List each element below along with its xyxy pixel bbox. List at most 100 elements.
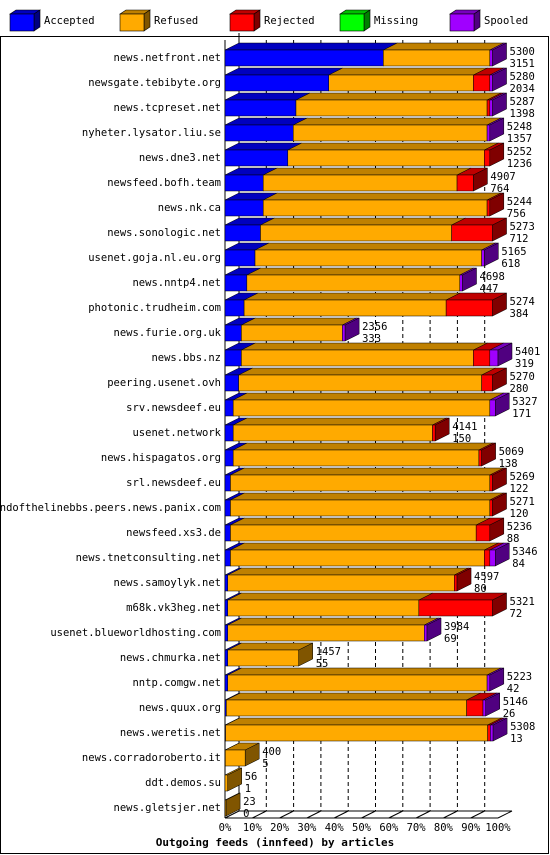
offered-label: 400 xyxy=(262,746,281,758)
bar-side xyxy=(492,467,507,492)
bar-side xyxy=(495,542,510,567)
bar-segment xyxy=(486,99,491,117)
bar-top xyxy=(293,117,502,126)
x-tick-label: 70% xyxy=(407,822,427,834)
x-tick-label: 10% xyxy=(243,822,263,834)
bar-segment xyxy=(224,99,297,117)
bar-segment xyxy=(230,549,485,567)
bar-side xyxy=(244,742,260,767)
category-label: news.nntp4.net xyxy=(132,277,221,289)
category-label: news.gletsjer.net xyxy=(114,802,221,814)
accepted-label: 138 xyxy=(499,458,518,470)
bar-top xyxy=(295,92,502,101)
plot-frame xyxy=(0,36,549,854)
bar-segment xyxy=(262,174,458,192)
bar-top xyxy=(233,442,494,451)
bar-side xyxy=(227,767,242,792)
x-tick xyxy=(470,810,485,819)
bar-top xyxy=(246,267,474,276)
offered-label: 5273 xyxy=(510,221,535,233)
x-tick-label: 20% xyxy=(270,822,290,834)
bar-side xyxy=(298,642,313,667)
category-label: m68k.vk3heg.net xyxy=(126,602,221,614)
bar-segment xyxy=(224,624,228,642)
category-label: nyheter.lysator.liu.se xyxy=(82,127,221,139)
offered-label: 23 xyxy=(243,796,256,808)
bar-segment xyxy=(295,99,488,117)
bar-segment xyxy=(224,424,234,442)
bar-segment xyxy=(224,474,231,492)
legend-swatch-side xyxy=(473,9,481,32)
x-tick xyxy=(443,810,458,819)
offered-label: 5248 xyxy=(507,121,532,133)
x-tick xyxy=(388,810,404,819)
legend-swatch xyxy=(9,13,35,32)
bar-segment xyxy=(224,499,231,517)
accepted-label: 150 xyxy=(452,433,471,445)
accepted-label: 319 xyxy=(515,358,534,370)
offered-label: 3984 xyxy=(444,621,469,633)
bar-side xyxy=(497,342,513,367)
bar-segment xyxy=(489,49,493,67)
offered-label: 5274 xyxy=(510,296,535,308)
bar-segment xyxy=(486,674,491,692)
bar-segment xyxy=(224,649,228,667)
bar-segment xyxy=(227,649,299,667)
bar-segment xyxy=(383,49,491,67)
bar-segment xyxy=(224,199,264,217)
bar-top xyxy=(227,617,439,626)
category-label: usenet.blueworldhosting.com xyxy=(50,627,221,639)
bar-top xyxy=(241,317,357,326)
bar-segment xyxy=(224,249,256,267)
bar-segment xyxy=(489,474,493,492)
bar-segment xyxy=(224,49,384,67)
accepted-label: 384 xyxy=(510,308,529,320)
bar-segment xyxy=(241,349,474,367)
legend-swatch xyxy=(339,13,365,32)
bar-segment xyxy=(481,249,485,267)
category-label: endofthelinebbs.peers.news.panix.com xyxy=(0,502,221,514)
category-label: srl.newsdeef.eu xyxy=(126,477,221,489)
bar-segment xyxy=(227,624,425,642)
offered-label: 5236 xyxy=(507,521,532,533)
bar-segment xyxy=(224,224,261,242)
accepted-label: 1357 xyxy=(507,133,532,145)
category-label: ddt.demos.su xyxy=(145,777,221,789)
bar-segment xyxy=(230,524,477,542)
x-tick-label: 90% xyxy=(461,822,481,834)
bar-side xyxy=(492,67,507,92)
accepted-label: 84 xyxy=(512,558,525,570)
bar-top xyxy=(260,217,466,226)
bar-segment xyxy=(230,499,491,517)
bar-top xyxy=(238,367,496,376)
offered-label: 4141 xyxy=(452,421,477,433)
offered-label: 5269 xyxy=(510,471,535,483)
bar-segment xyxy=(489,99,493,117)
offered-label: 4698 xyxy=(480,271,505,283)
bar-segment xyxy=(456,174,474,192)
legend-swatch xyxy=(229,13,255,32)
category-label: newsgate.tebibyte.org xyxy=(88,77,221,89)
accepted-label: 1 xyxy=(245,783,251,795)
accepted-label: 5 xyxy=(262,758,268,770)
offered-label: 5069 xyxy=(499,446,524,458)
bar-top xyxy=(254,242,496,251)
offered-label: 5223 xyxy=(507,671,532,683)
category-label: usenet.goja.nl.eu.org xyxy=(88,252,221,264)
bar-top xyxy=(227,642,313,651)
bar-segment xyxy=(260,224,452,242)
bar-segment xyxy=(484,549,491,567)
bar-segment xyxy=(445,299,493,317)
accepted-label: 1398 xyxy=(510,108,535,120)
bar-side xyxy=(481,442,496,467)
category-label: news.samoylyk.net xyxy=(114,577,221,589)
bar-top xyxy=(328,67,488,76)
bar-segment xyxy=(246,274,461,292)
bar-segment xyxy=(486,199,491,217)
bar-segment xyxy=(475,524,491,542)
x-tick xyxy=(361,810,376,819)
x-tick xyxy=(252,810,267,819)
bar-segment xyxy=(227,674,488,692)
offered-label: 2356 xyxy=(362,321,387,333)
offered-label: 5321 xyxy=(510,596,535,608)
